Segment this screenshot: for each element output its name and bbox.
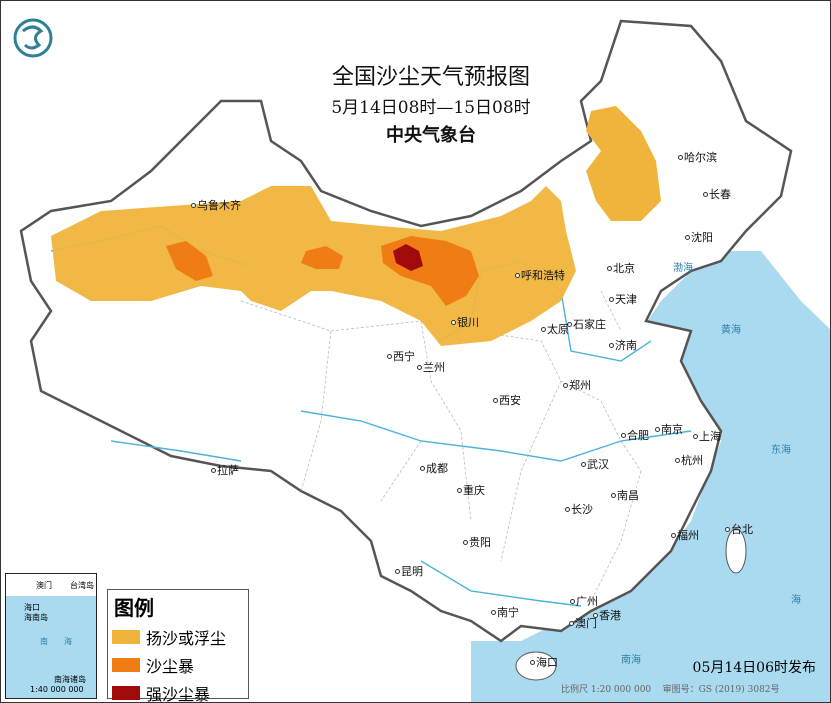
legend-item: 沙尘暴 [112,653,248,677]
city-label: 香港 [593,609,621,622]
sea-label: 南海 [621,655,641,666]
legend-title: 图例 [114,596,154,620]
city-label: 合肥 [621,429,649,442]
inset-scale: 1:40 000 000 [30,685,84,694]
dust-qiangshachenbao-area [393,244,423,271]
city-label: 南宁 [491,606,519,619]
inset-land [6,574,96,596]
city-label: 成都 [420,462,448,475]
map-scale: 比例尺 1:20 000 000 [561,685,652,695]
city-label: 拉萨 [211,464,239,477]
issue-time: 05月14日06时发布 [692,660,816,676]
city-label: 南昌 [611,489,639,502]
legend-label: 强沙尘暴 [146,685,211,703]
map-title: 全国沙尘天气预报图 [331,65,530,90]
legend-item: 扬沙或浮尘 [112,625,248,649]
map-footer: 比例尺 1:20 000 000 审图号：GS (2019) 3082号 [561,682,780,695]
south-china-sea-inset: 澳门 台湾岛 海口 海南岛 南 海 南海诸岛 1:40 000 000 [5,573,97,699]
city-label: 上海 [693,430,721,443]
city-label: 长春 [703,188,731,201]
legend-swatch [112,658,140,672]
inset-label: 海南岛 [24,613,48,622]
city-label: 沈阳 [685,231,713,244]
agency: 中央气象台 [386,125,476,146]
city-label: 广州 [570,595,598,608]
inset-label: 澳门 [36,581,52,590]
city-label: 太原 [541,323,569,336]
legend-swatch [112,630,140,644]
inset-label: 台湾岛 [70,581,94,590]
city-label: 武汉 [581,458,609,471]
city-label: 福州 [671,529,699,542]
hainan-island [515,651,557,681]
city-label: 澳门 [569,617,597,630]
city-label: 昆明 [395,565,423,578]
inset-label: 南海诸岛 [54,675,86,684]
sea-label: 东海 [771,445,791,456]
taiwan-island [725,528,747,574]
legend-item: 强沙尘暴 [112,681,248,703]
forecast-period: 5月14日08时—15日08时 [331,98,531,118]
sea-label: 海 [791,595,801,606]
legend-swatch [112,686,140,700]
city-label: 重庆 [457,484,485,497]
legend: 图例 扬沙或浮尘 沙尘暴 强沙尘暴 [107,589,249,702]
legend-label: 沙尘暴 [146,657,195,676]
city-label: 兰州 [417,361,445,374]
inset-label: 海口 [24,603,40,612]
city-label: 哈尔滨 [678,151,717,164]
cma-logo [13,18,53,58]
city-label: 乌鲁木齐 [191,199,241,212]
city-label: 贵阳 [463,536,491,549]
city-label: 银川 [451,316,479,329]
city-label: 南京 [655,423,683,436]
inset-label: 海 [64,637,72,646]
city-label: 长沙 [565,503,593,516]
city-label: 北京 [607,262,635,275]
city-label: 杭州 [675,454,703,467]
city-label: 呼和浩特 [515,269,565,282]
inset-label: 南 [40,637,48,646]
city-label: 海口 [530,656,558,669]
sea-label: 渤海 [673,263,693,274]
province-borders [240,290,642,602]
city-label: 台北 [725,523,753,536]
dust-shachenbao-area-1 [166,241,213,281]
city-label: 天津 [609,293,637,306]
legend-label: 扬沙或浮尘 [146,629,227,648]
city-label: 西宁 [387,350,415,363]
city-label: 济南 [609,339,637,352]
city-label: 西安 [493,394,521,407]
approval-number: 审图号：GS (2019) 3082号 [662,685,780,695]
city-label: 郑州 [563,379,591,392]
dust-yangsha-area-northeast [586,106,661,221]
dust-shachenbao-area-2 [301,246,343,269]
sea-label: 黄海 [721,325,741,336]
city-label: 石家庄 [567,318,606,331]
